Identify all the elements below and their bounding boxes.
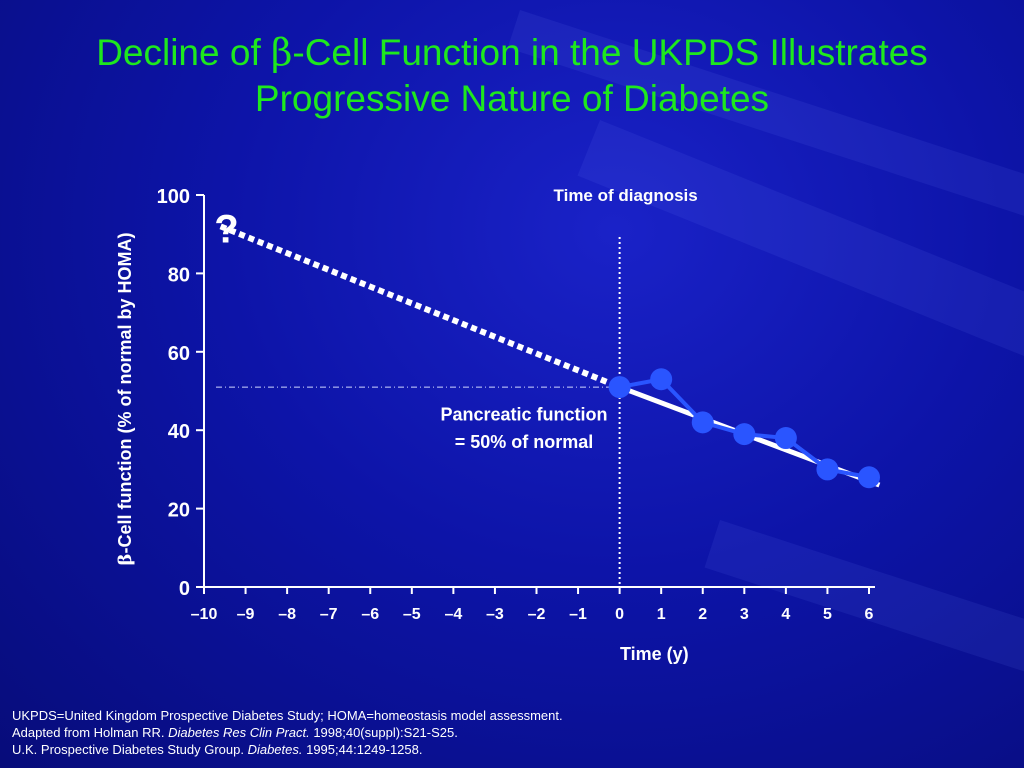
footnote-journal: Diabetes.	[247, 742, 303, 757]
x-tick-label: 4	[781, 606, 790, 623]
title-text: -Cell Function in the UKPDS Illustrates	[292, 32, 928, 73]
slide-title: Decline of β-Cell Function in the UKPDS …	[0, 30, 1024, 122]
x-tick-label: 3	[740, 606, 749, 623]
data-point	[733, 423, 756, 446]
footnote-line-3: U.K. Prospective Diabetes Study Group. D…	[12, 741, 563, 758]
x-tick-label: –5	[403, 606, 421, 623]
data-point	[691, 411, 714, 434]
x-tick-label: –7	[320, 606, 338, 623]
y-tick-label: 20	[168, 500, 190, 522]
data-point	[650, 368, 673, 391]
y-axis-label: β-Cell function (% of normal by HOMA)	[115, 233, 136, 566]
footnote-journal: Diabetes Res Clin Pract.	[168, 725, 310, 740]
y-tick-label: 60	[168, 343, 190, 365]
x-tick-label: 6	[865, 606, 874, 623]
y-axis-label-text: -Cell function (% of normal by HOMA)	[115, 233, 135, 554]
title-greek-beta: β	[271, 31, 293, 74]
y-tick-label: 40	[168, 421, 190, 443]
series-layer	[219, 223, 881, 489]
x-tick-label: –4	[444, 606, 462, 623]
footnote-line-2: Adapted from Holman RR. Diabetes Res Cli…	[12, 724, 563, 741]
title-line-2: Progressive Nature of Diabetes	[254, 78, 770, 119]
y-axis-label-greek: β	[115, 554, 136, 566]
footnote-text: U.K. Prospective Diabetes Study Group.	[12, 742, 248, 757]
data-point	[858, 466, 880, 489]
data-point	[608, 376, 631, 399]
x-tick-label: –2	[528, 606, 546, 623]
title-line-1: Decline of β-Cell Function in the UKPDS …	[0, 30, 1024, 76]
y-tick-label: 0	[179, 578, 190, 600]
x-tick-label: 5	[823, 606, 832, 623]
title-text: Decline of	[96, 32, 271, 73]
x-tick-label: –3	[486, 606, 504, 623]
x-tick-label: 2	[698, 606, 707, 623]
diagnosis-label: Time of diagnosis	[554, 186, 698, 205]
y-tick-label: 100	[157, 186, 190, 208]
pancreatic-label-line-2: = 50% of normal	[455, 432, 594, 452]
footnote-text: Adapted from Holman RR.	[12, 725, 169, 740]
data-point	[774, 427, 797, 450]
x-tick-label: 1	[657, 606, 666, 623]
data-point	[816, 458, 839, 481]
x-tick-label: 0	[615, 606, 624, 623]
x-tick-label: –10	[191, 606, 218, 623]
x-tick-label: –6	[361, 606, 379, 623]
footnote-line-1: UKPDS=United Kingdom Prospective Diabete…	[12, 708, 563, 723]
pancreatic-label-line-1: Pancreatic function	[441, 404, 608, 424]
x-tick-label: –1	[569, 606, 587, 623]
extrapolation-line	[219, 223, 621, 390]
footnote-text: 1995;44:1249-1258.	[302, 742, 423, 757]
x-axis-label: Time (y)	[620, 644, 689, 664]
x-tick-label: –8	[278, 606, 296, 623]
question-mark: ?	[214, 207, 238, 251]
y-tick-label: 80	[168, 264, 190, 286]
x-tick-label: –9	[237, 606, 255, 623]
footnotes: UKPDS=United Kingdom Prospective Diabete…	[12, 707, 563, 758]
footnote-text: 1998;40(suppl):S21-S25.	[309, 725, 458, 740]
